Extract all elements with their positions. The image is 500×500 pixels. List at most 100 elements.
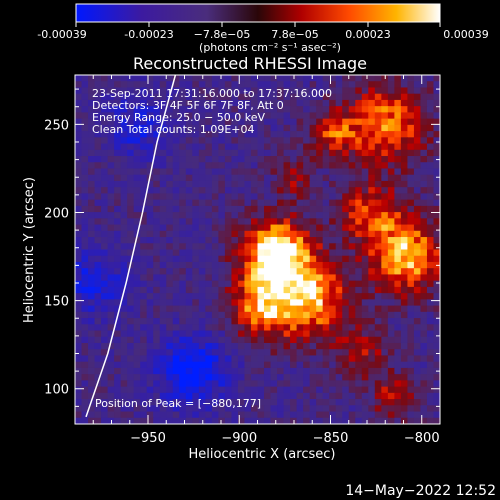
heatmap-cell xyxy=(368,118,376,126)
heatmap-cell xyxy=(381,99,389,107)
heatmap-cell xyxy=(211,305,219,313)
heatmap-cell xyxy=(192,143,200,151)
heatmap-cell xyxy=(342,293,350,300)
heatmap-cell xyxy=(387,205,395,213)
heatmap-cell xyxy=(88,299,96,307)
heatmap-cell xyxy=(381,399,389,406)
heatmap-cell xyxy=(400,137,409,145)
heatmap-cell xyxy=(426,180,435,188)
heatmap-cell xyxy=(88,324,96,332)
heatmap-cell xyxy=(290,224,298,232)
heatmap-cell xyxy=(205,118,213,126)
heatmap-cell xyxy=(133,355,141,363)
heatmap-cell xyxy=(81,249,89,257)
heatmap-cell xyxy=(257,342,265,350)
heatmap-cell xyxy=(88,237,96,244)
heatmap-cell xyxy=(224,168,233,176)
heatmap-cell xyxy=(166,162,174,170)
heatmap-cell xyxy=(257,286,265,294)
heatmap-cell xyxy=(237,199,246,207)
heatmap-cell xyxy=(413,374,422,381)
heatmap-cell xyxy=(218,342,226,350)
heatmap-cell xyxy=(237,411,246,419)
heatmap-cell xyxy=(120,324,128,332)
heatmap-cell xyxy=(192,75,200,82)
heatmap-cell xyxy=(387,324,395,332)
heatmap-cell xyxy=(159,124,167,132)
heatmap-cell xyxy=(426,311,435,319)
heatmap-cell xyxy=(335,118,343,126)
heatmap-cell xyxy=(127,193,135,201)
heatmap-cell xyxy=(387,193,395,201)
heatmap-cell xyxy=(75,131,83,138)
heatmap-cell xyxy=(394,268,402,276)
heatmap-cell xyxy=(94,99,102,107)
heatmap-cell xyxy=(355,218,363,226)
heatmap-cell xyxy=(159,311,167,319)
heatmap-cell xyxy=(413,93,422,101)
heatmap-cell xyxy=(420,106,428,113)
heatmap-cell xyxy=(322,361,330,369)
heatmap-cell xyxy=(277,174,285,182)
heatmap-cell xyxy=(237,106,246,113)
heatmap-cell xyxy=(342,75,350,82)
heatmap-cell xyxy=(433,224,440,232)
heatmap-cell xyxy=(81,237,89,244)
heatmap-cell xyxy=(231,93,239,101)
heatmap-cell xyxy=(394,75,402,82)
heatmap-cell xyxy=(114,174,122,182)
heatmap-cell xyxy=(218,75,226,82)
heatmap-cell xyxy=(81,174,89,182)
heatmap-cell xyxy=(426,324,435,332)
heatmap-cell xyxy=(192,205,200,213)
heatmap-cell xyxy=(218,162,226,170)
heatmap-cell xyxy=(426,143,435,151)
heatmap-cell xyxy=(198,293,206,300)
heatmap-cell xyxy=(101,156,109,163)
heatmap-cell xyxy=(159,305,167,313)
heatmap-cell xyxy=(185,162,193,170)
heatmap-cell xyxy=(159,212,167,219)
heatmap-cell xyxy=(88,93,96,101)
heatmap-cell xyxy=(107,137,115,145)
heatmap-cell xyxy=(348,311,356,319)
heatmap-cell xyxy=(140,399,148,406)
heatmap-cell xyxy=(237,99,246,107)
heatmap-cell xyxy=(277,405,285,413)
heatmap-cell xyxy=(361,156,369,163)
heatmap-cell xyxy=(250,187,259,195)
heatmap-cell xyxy=(413,218,422,226)
heatmap-cell xyxy=(296,168,304,176)
heatmap-cell xyxy=(146,131,154,138)
heatmap-cell xyxy=(264,330,272,338)
heatmap-cell xyxy=(185,205,193,213)
heatmap-cell xyxy=(400,274,409,282)
heatmap-cell xyxy=(433,180,440,188)
heatmap-cell xyxy=(407,137,415,145)
heatmap-cell xyxy=(322,299,330,307)
heatmap-cell xyxy=(264,311,272,319)
heatmap-cell xyxy=(407,411,415,419)
heatmap-cell xyxy=(316,392,324,400)
heatmap-cell xyxy=(270,99,278,107)
heatmap-cell xyxy=(355,168,363,176)
heatmap-cell xyxy=(348,274,356,282)
heatmap-cell xyxy=(355,193,363,201)
heatmap-cell xyxy=(172,392,180,400)
heatmap-cell xyxy=(368,399,376,406)
heatmap-cell xyxy=(250,305,259,313)
heatmap-cell xyxy=(264,137,272,145)
heatmap-cell xyxy=(270,174,278,182)
heatmap-cell xyxy=(264,399,272,406)
heatmap-cell xyxy=(159,131,167,138)
heatmap-cell xyxy=(394,143,402,151)
heatmap-cell xyxy=(185,411,193,419)
heatmap-cell xyxy=(316,305,324,313)
heatmap-cell xyxy=(296,137,304,145)
heatmap-cell xyxy=(342,99,350,107)
heatmap-cell xyxy=(185,336,193,344)
heatmap-cell xyxy=(329,193,337,201)
heatmap-cell xyxy=(218,336,226,344)
heatmap-cell xyxy=(426,131,435,138)
heatmap-cell xyxy=(329,81,337,89)
